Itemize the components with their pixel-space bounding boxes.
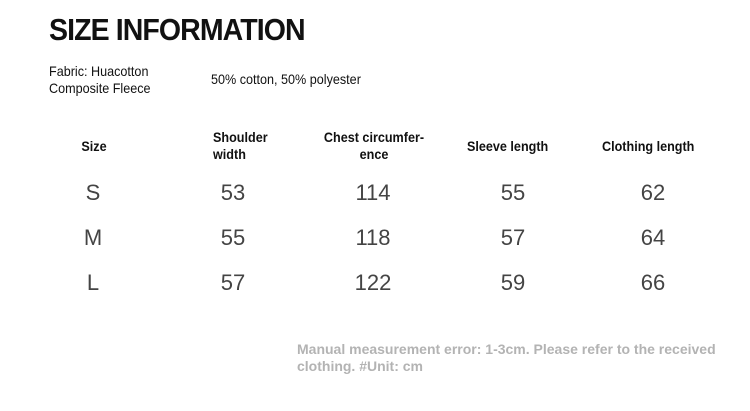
table-cell: 53 bbox=[220, 180, 246, 205]
table-cell: 62 bbox=[640, 180, 666, 205]
page-title: SIZE INFORMATION bbox=[49, 12, 306, 47]
table-cell: 64 bbox=[640, 225, 666, 250]
table-cell: 66 bbox=[640, 270, 666, 295]
table-cell: L bbox=[86, 270, 100, 295]
table-cell: 55 bbox=[500, 180, 526, 205]
table-cell: 59 bbox=[500, 270, 526, 295]
header-chest: Chest circumfer-ence bbox=[323, 129, 425, 162]
table-cell: 118 bbox=[355, 225, 391, 250]
fabric-label: Fabric: Huacotton Composite Fleece bbox=[49, 63, 151, 97]
table-cell: 57 bbox=[220, 270, 246, 295]
measurement-note: Manual measurement error: 1-3cm. Please … bbox=[297, 341, 716, 374]
table-cell: 114 bbox=[355, 180, 391, 205]
fabric-label-line: Composite Fleece bbox=[49, 80, 151, 96]
fabric-composition: 50% cotton, 50% polyester bbox=[211, 71, 361, 87]
header-shoulder: Shoulder width bbox=[213, 129, 268, 162]
table-cell: M bbox=[83, 225, 103, 250]
table-cell: 122 bbox=[354, 270, 392, 295]
table-cell: 55 bbox=[220, 225, 246, 250]
header-clothing: Clothing length bbox=[602, 138, 695, 154]
table-cell: S bbox=[85, 180, 101, 205]
header-sleeve: Sleeve length bbox=[467, 138, 549, 154]
table-cell: 57 bbox=[500, 225, 526, 250]
header-size: Size bbox=[81, 138, 107, 154]
fabric-label-line: Fabric: Huacotton bbox=[49, 63, 149, 79]
